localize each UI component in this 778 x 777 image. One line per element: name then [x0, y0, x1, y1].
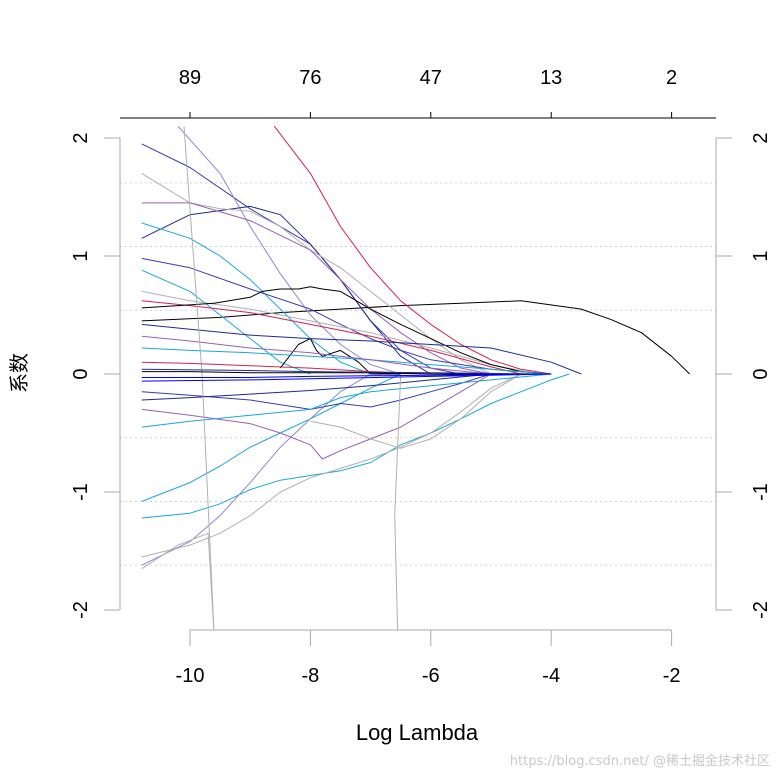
series-line-v21	[141, 373, 371, 566]
right-y-tick-label: 2	[750, 132, 772, 143]
series-line-v5	[141, 205, 432, 375]
series-line-v33	[141, 368, 552, 375]
series-line-v15	[141, 323, 582, 375]
right-y-tick-label: -2	[750, 601, 772, 619]
right-y-tick-label: -1	[750, 483, 772, 501]
top-tick-label: 76	[299, 67, 321, 89]
series-line-v32	[141, 373, 552, 378]
left-y-tick-label: 1	[70, 250, 92, 261]
top-tick-label: 89	[179, 67, 201, 89]
grid	[120, 182, 716, 566]
series-line-v27	[141, 532, 215, 630]
right-y-tick-label: 0	[750, 368, 772, 379]
watermark: https://blog.csdn.net/ @稀土掘金技术社区	[509, 754, 770, 769]
series-line-v26	[141, 373, 492, 401]
series-group	[141, 125, 691, 630]
bottom-x-tick-label: -4	[542, 665, 560, 687]
right-y-tick-label: 1	[750, 250, 772, 261]
left-y-tick-label: 0	[70, 368, 92, 379]
series-line-v14	[279, 338, 401, 375]
series-line-v13	[141, 286, 552, 375]
series-line-v24	[141, 373, 492, 410]
left-y-tick-label: -1	[70, 483, 92, 501]
top-tick-label: 13	[540, 67, 562, 89]
series-line-v17	[141, 335, 492, 375]
series-line-v34	[141, 373, 552, 382]
bottom-x-tick-label: -2	[663, 665, 681, 687]
y-axis-title: 系数	[7, 353, 31, 393]
left-y-axis: -2 -1 0 1 2	[70, 132, 121, 619]
series-line-v7	[141, 202, 492, 375]
series-line-v20	[141, 373, 522, 558]
bottom-x-axis: -10 -8 -6 -4 -2	[176, 629, 681, 687]
series-line-v12	[141, 290, 540, 375]
top-count-axis: 89 76 47 13 2	[120, 67, 716, 119]
series-line-v23	[310, 373, 522, 449]
series-line-v29	[394, 373, 402, 630]
bottom-x-tick-label: -8	[302, 665, 320, 687]
series-line-v2	[273, 125, 552, 375]
x-axis-title: Log Lambda	[356, 720, 479, 745]
series-line-v4	[177, 125, 401, 375]
series-line-v22	[141, 373, 492, 460]
series-line-v6	[141, 172, 492, 375]
bottom-x-tick-label: -10	[176, 665, 205, 687]
top-tick-label: 2	[666, 67, 677, 89]
right-y-axis: -2 -1 0 1 2	[715, 132, 772, 619]
series-line-v11	[141, 300, 522, 375]
left-y-tick-label: 2	[70, 132, 92, 143]
series-line-v28	[183, 126, 215, 630]
series-line-v25	[141, 373, 552, 428]
bottom-x-tick-label: -6	[422, 665, 440, 687]
series-line-v9	[141, 257, 552, 375]
top-tick-label: 47	[420, 67, 442, 89]
series-line-v10	[141, 269, 311, 375]
left-y-tick-label: -2	[70, 601, 92, 619]
series-line-v31	[141, 371, 552, 375]
series-line-v18	[141, 373, 570, 519]
